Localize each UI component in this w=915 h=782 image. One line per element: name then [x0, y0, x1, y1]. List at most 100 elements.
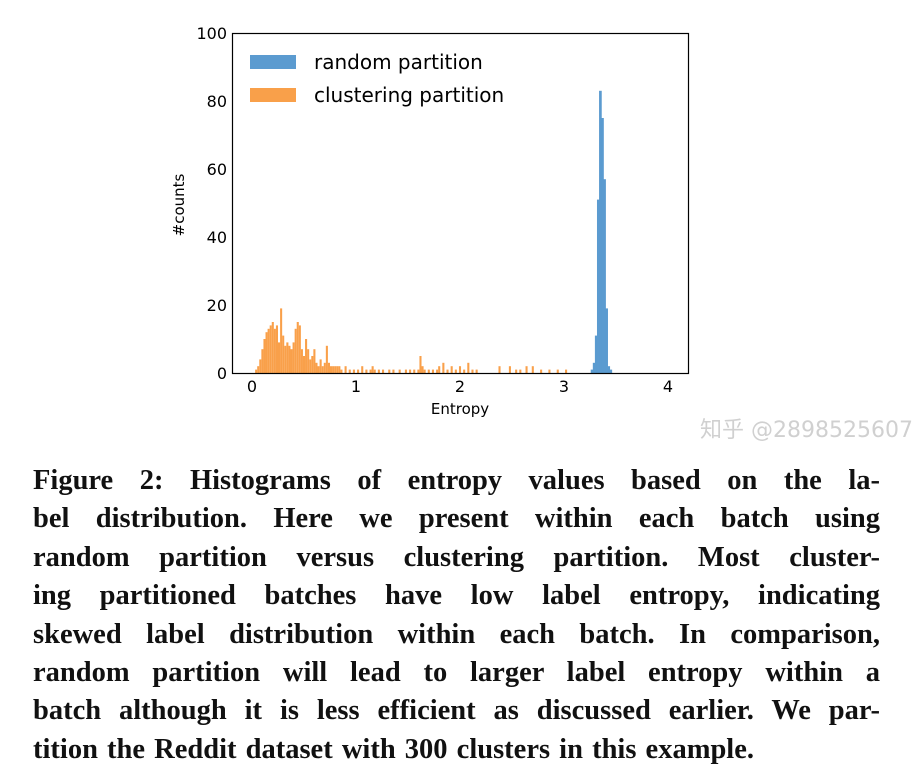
clustering-histogram-bar — [278, 342, 281, 373]
clustering-histogram-bar — [338, 366, 341, 373]
clustering-histogram-bar — [344, 366, 347, 373]
y-tick-label: 20 — [207, 296, 227, 315]
clustering-histogram-bar — [369, 369, 372, 373]
clustering-histogram-bar — [556, 369, 559, 373]
clustering-histogram-bar — [334, 366, 337, 373]
clustering-histogram-bar — [398, 369, 401, 373]
clustering-histogram-bar — [307, 349, 310, 373]
clustering-histogram-bar — [296, 322, 299, 373]
x-tick-label: 1 — [351, 377, 361, 396]
clustering-histogram-bar — [330, 366, 333, 373]
clustering-histogram-bar — [332, 366, 335, 373]
clustering-histogram-bar — [315, 362, 318, 373]
clustering-histogram-bar — [525, 366, 528, 373]
random-histogram-bar — [607, 366, 611, 373]
clustering-histogram-bar — [417, 369, 420, 373]
clustering-histogram-bar — [438, 366, 441, 373]
clustering-histogram-bar — [340, 369, 343, 373]
random-histogram-bar — [596, 199, 600, 373]
random-histogram-bar — [590, 369, 594, 373]
clustering-histogram-bar — [298, 325, 301, 373]
clustering-histogram-bar — [321, 366, 324, 373]
clustering-histogram-bar — [419, 356, 422, 373]
clustering-histogram-bar — [475, 369, 478, 373]
clustering-histogram-bar — [319, 359, 322, 373]
clustering-histogram-bar — [348, 369, 351, 373]
y-tick-label: 80 — [207, 92, 227, 111]
x-tick-label: 0 — [247, 377, 257, 396]
clustering-histogram-bar — [498, 366, 501, 373]
clustering-histogram-bar — [392, 369, 395, 373]
clustering-histogram-bar — [336, 366, 339, 373]
legend-label-random: random partition — [314, 50, 483, 74]
clustering-histogram-bar — [431, 369, 434, 373]
clustering-histogram-bar — [371, 366, 374, 373]
clustering-histogram-bar — [531, 366, 534, 373]
clustering-histogram-bar — [313, 349, 316, 373]
clustering-histogram-bar — [377, 369, 380, 373]
clustering-histogram-bar — [454, 369, 457, 373]
clustering-histogram-bar — [450, 366, 453, 373]
plot-frame — [231, 32, 690, 375]
clustering-histogram-bar — [259, 359, 262, 373]
clustering-histogram-bar — [271, 322, 274, 373]
legend-label-clustering: clustering partition — [314, 83, 504, 107]
random-histogram-bar — [609, 369, 613, 373]
caption-line: tition the Reddit dataset with 300 clust… — [33, 733, 754, 765]
clustering-histogram-bar — [471, 369, 474, 373]
y-tick-label: 60 — [207, 160, 227, 179]
clustering-histogram-bar — [382, 369, 385, 373]
clustering-histogram-bar — [305, 339, 308, 373]
clustering-histogram-bar — [325, 345, 328, 373]
clustering-histogram-bar — [267, 328, 270, 373]
caption-line: bel distribution. Here we present within… — [33, 503, 880, 535]
random-histogram-bar — [603, 179, 606, 373]
clustering-histogram-bar — [311, 356, 314, 373]
clustering-histogram-bar — [269, 325, 272, 373]
clustering-histogram-bar — [427, 369, 430, 373]
clustering-histogram-bar — [352, 369, 355, 373]
clustering-histogram-bar — [275, 325, 278, 373]
legend: random partition clustering partition — [250, 50, 504, 107]
clustering-histogram-bar — [365, 369, 368, 373]
x-tick-label: 2 — [455, 377, 465, 396]
clustering-histogram-bar — [284, 345, 287, 373]
clustering-histogram-bar — [388, 369, 391, 373]
y-axis-label: #counts — [170, 173, 188, 236]
caption-line: random partition versus clustering parti… — [33, 541, 880, 573]
clustering-histogram-bar — [317, 366, 320, 373]
clustering-histogram-bar — [292, 342, 295, 373]
watermark: 知乎 @2898525607 — [700, 418, 913, 443]
x-tick-label: 3 — [559, 377, 569, 396]
legend-swatch-clustering — [250, 88, 296, 102]
clustering-histogram-bar — [300, 349, 303, 373]
clustering-histogram-bar — [421, 366, 424, 373]
clustering-histogram-bar — [302, 356, 306, 373]
y-tick-label: 0 — [217, 364, 227, 383]
clustering-histogram-bar — [519, 369, 522, 373]
clustering-histogram-bar — [458, 366, 462, 373]
legend-swatch-random — [250, 55, 296, 69]
clustering-histogram-bar — [273, 328, 276, 373]
clustering-histogram-bar — [257, 366, 260, 373]
random-histogram-bar — [594, 335, 598, 373]
clustering-histogram-bar — [280, 308, 283, 373]
clustering-histogram-bar — [446, 369, 449, 373]
clustering-histogram-bar — [508, 366, 511, 373]
clustering-histogram-bar — [463, 369, 466, 373]
clustering-histogram-bar — [255, 369, 258, 373]
clustering-histogram-bar — [263, 339, 266, 373]
random-histogram-bar — [599, 90, 602, 374]
caption-line: ing partitioned batches have low label e… — [33, 580, 880, 612]
clustering-histogram-bar — [323, 362, 326, 373]
clustering-histogram-bar — [286, 342, 289, 373]
random-histogram-bar — [601, 118, 604, 373]
clustering-histogram-bar — [409, 369, 412, 373]
clustering-histogram-bar — [265, 332, 268, 373]
clustering-histogram-bar — [294, 328, 297, 373]
x-tick-label: 4 — [663, 377, 673, 396]
clustering-histogram-bar — [515, 369, 518, 373]
clustering-histogram-bar — [327, 362, 330, 373]
clustering-histogram-bar — [357, 369, 360, 373]
